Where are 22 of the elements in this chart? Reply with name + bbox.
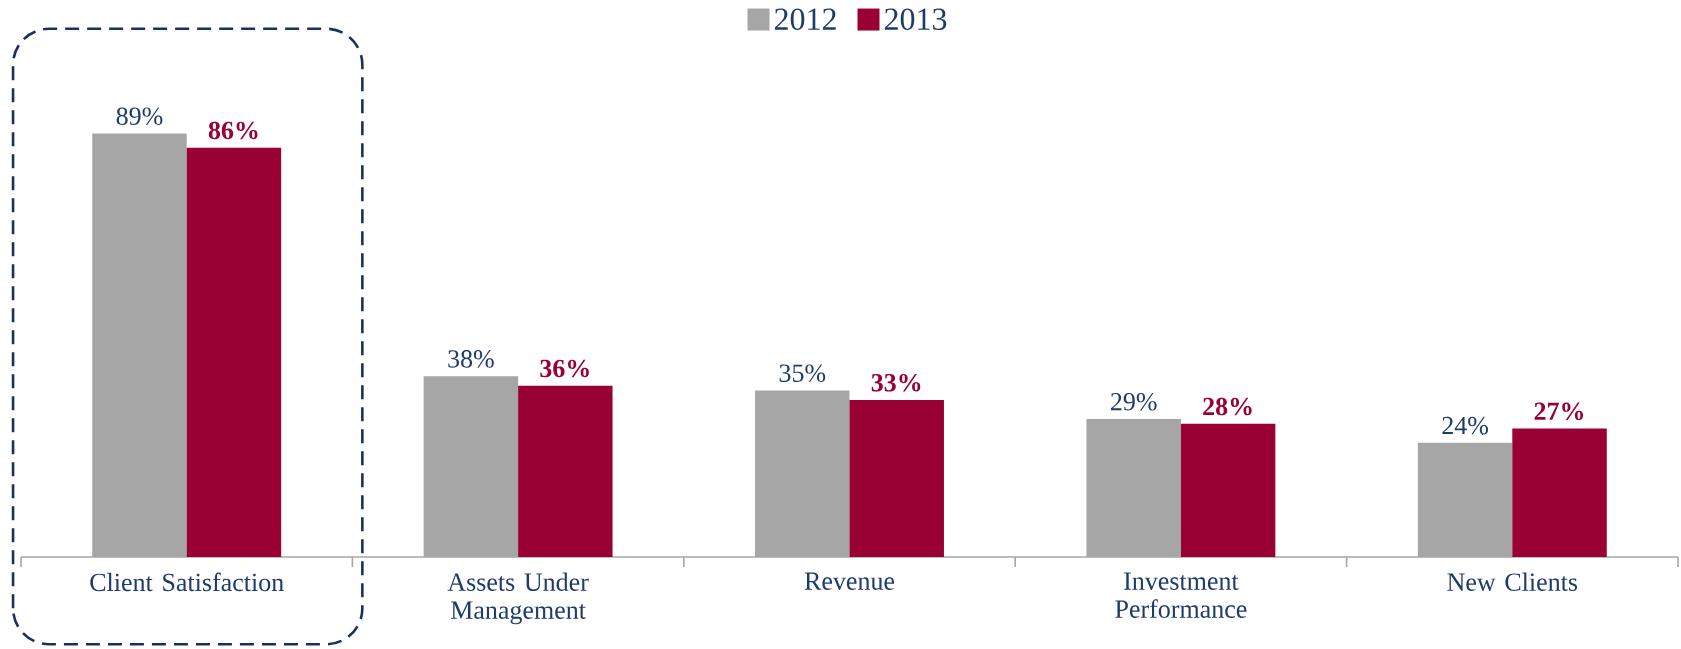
data-label: 33% xyxy=(871,373,921,392)
data-label: 29% xyxy=(1110,392,1157,411)
data-label: 27% xyxy=(1534,402,1584,421)
bar xyxy=(849,399,944,557)
x-tick-label: Investment Performance xyxy=(1115,572,1247,618)
x-tick-label: Assets Under Management xyxy=(447,572,589,625)
data-label: 89% xyxy=(116,107,163,126)
bar xyxy=(518,385,613,557)
data-label: 86% xyxy=(208,121,258,140)
bar xyxy=(1180,423,1276,557)
x-tick-label: Client Satisfaction xyxy=(90,572,284,592)
legend-label: 2013 xyxy=(884,8,947,30)
data-label: 28% xyxy=(1203,397,1252,416)
data-label: 38% xyxy=(448,350,494,368)
bar xyxy=(1512,428,1607,557)
data-label: 36% xyxy=(540,359,589,378)
x-tick-label: Revenue xyxy=(804,572,895,590)
bar xyxy=(186,147,282,557)
data-label: 35% xyxy=(779,364,826,383)
x-tick-label: New Clients xyxy=(1447,572,1578,591)
legend-label: 2012 xyxy=(774,8,836,30)
data-label: 24% xyxy=(1442,416,1489,435)
